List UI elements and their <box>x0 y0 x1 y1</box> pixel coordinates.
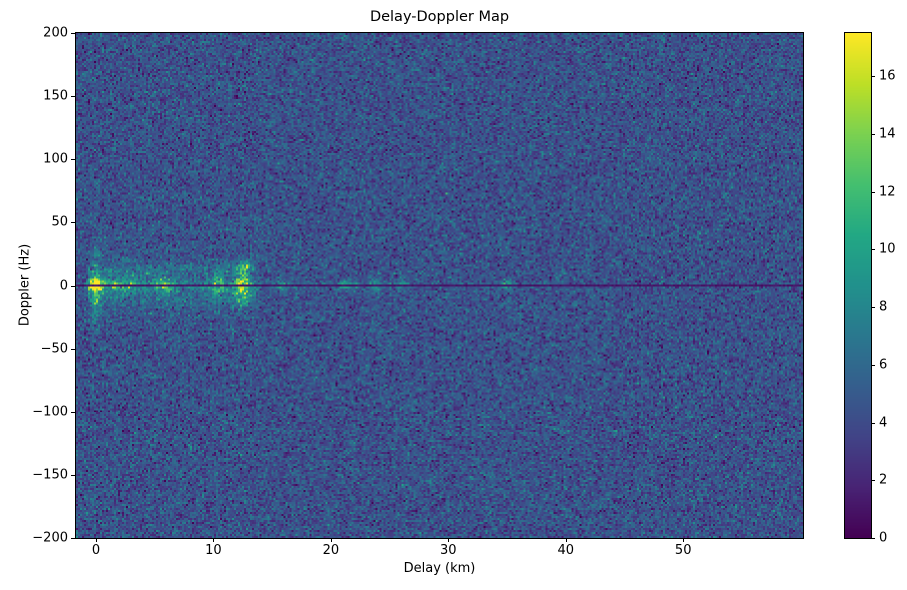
y-tick-mark <box>71 348 76 350</box>
y-tick-label: −50 <box>40 341 68 357</box>
x-tick-mark <box>95 538 97 542</box>
y-tick-mark <box>71 222 76 224</box>
x-axis-label: Delay (km) <box>403 561 476 576</box>
y-tick-mark <box>71 538 76 539</box>
colorbar-tick-label: 6 <box>879 357 888 373</box>
colorbar-tick-label: 4 <box>879 415 888 431</box>
colorbar-tick-mark <box>871 191 875 193</box>
x-tick-label: 30 <box>440 543 457 558</box>
x-tick-mark <box>330 538 332 542</box>
colorbar-canvas <box>845 33 871 538</box>
colorbar-tick-label: 12 <box>879 184 896 200</box>
colorbar-tick-mark <box>871 249 875 251</box>
plot-area: 0 10 20 30 40 50 200 150 100 50 0 −50 −100 −150 −200 <box>32 26 804 558</box>
colorbar-tick-mark <box>871 538 875 539</box>
colorbar-tick-label: 16 <box>879 68 896 84</box>
y-tick-label: 0 <box>59 278 68 293</box>
y-tick-label: 150 <box>43 88 68 104</box>
x-tick-mark <box>448 538 450 542</box>
x-tick-mark <box>213 538 215 542</box>
colorbar-tick-label: 0 <box>879 530 888 546</box>
y-tick-mark <box>71 474 76 476</box>
colorbar: 0 2 4 6 8 10 12 14 16 <box>844 32 896 546</box>
y-tick-mark <box>71 159 76 161</box>
colorbar-tick-mark <box>871 480 875 482</box>
x-tick-mark <box>683 538 685 542</box>
y-tick-label: 100 <box>43 151 68 167</box>
colorbar-tick-mark <box>871 422 875 424</box>
colorbar-tick-mark <box>871 307 875 309</box>
y-tick-label: −150 <box>32 467 68 483</box>
x-tick-label: 50 <box>674 543 692 558</box>
y-tick-label: 200 <box>43 25 68 41</box>
y-tick-label: −200 <box>32 530 68 546</box>
y-tick-label: −100 <box>32 404 68 420</box>
y-tick-label: 50 <box>51 214 68 230</box>
colorbar-tick-mark <box>871 364 875 366</box>
x-tick-label: 20 <box>322 543 340 558</box>
x-tick-mark <box>565 538 567 542</box>
chart-title: Delay-Doppler Map <box>369 9 510 25</box>
x-tick-label: 10 <box>205 543 222 558</box>
y-axis-label: Doppler (Hz) <box>17 243 33 327</box>
colorbar-tick-label: 2 <box>879 472 888 488</box>
colorbar-tick-mark <box>871 134 875 135</box>
x-tick-label: 40 <box>557 543 575 558</box>
y-tick-mark <box>71 285 76 287</box>
colorbar-tick-label: 8 <box>879 299 888 315</box>
colorbar-tick-label: 10 <box>879 241 896 257</box>
y-tick-mark <box>71 33 76 34</box>
colorbar-tick-label: 14 <box>879 126 896 142</box>
y-tick-mark <box>71 96 76 98</box>
colorbar-tick-mark <box>871 76 875 78</box>
heatmap-canvas <box>76 33 803 538</box>
x-tick-label: 0 <box>91 543 101 558</box>
y-tick-mark <box>71 411 76 413</box>
